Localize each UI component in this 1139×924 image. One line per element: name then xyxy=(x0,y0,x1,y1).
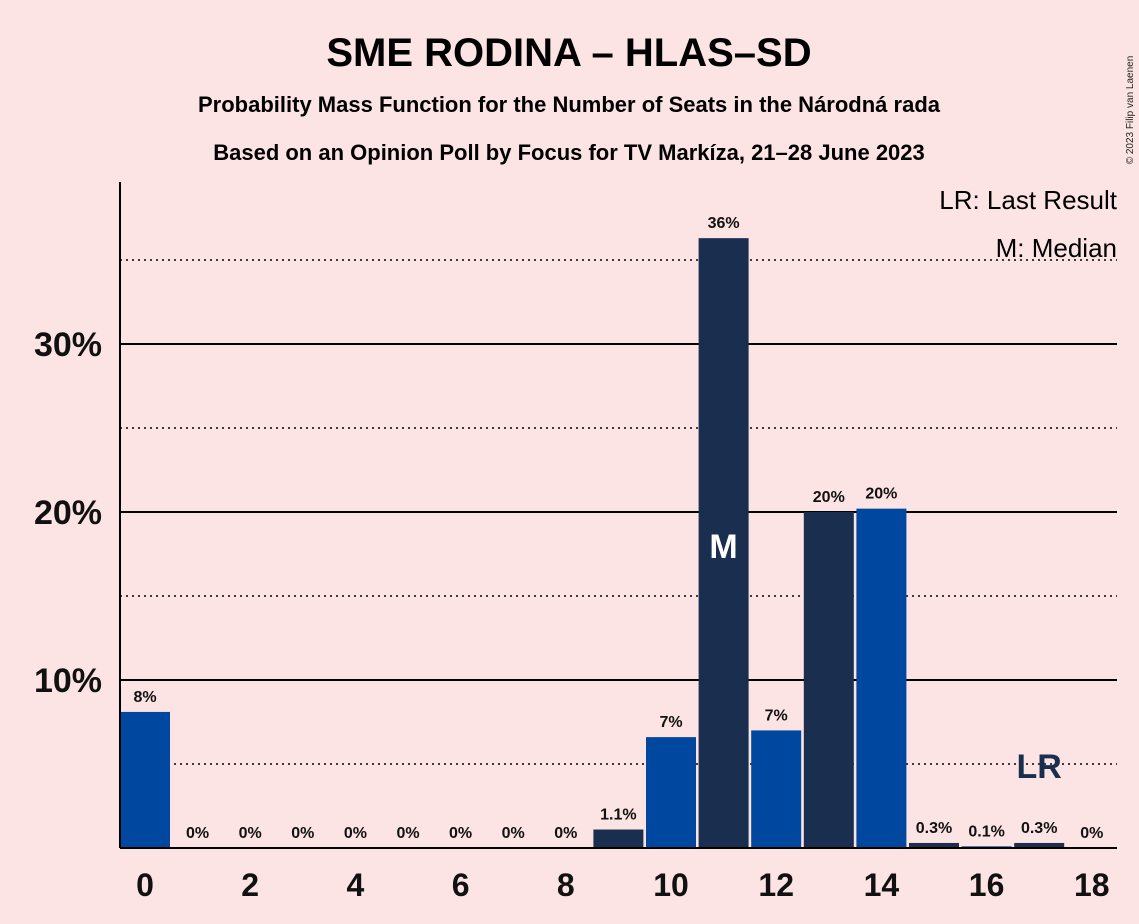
y-tick-label: 20% xyxy=(34,494,102,532)
chart-title: SME RODINA – HLAS–SD xyxy=(326,31,811,75)
chart-subtitle-2: Based on an Opinion Poll by Focus for TV… xyxy=(213,140,925,165)
x-tick-label: 0 xyxy=(136,867,154,903)
y-tick-labels: 10% 20% 30% xyxy=(34,326,102,700)
value-label-seats-18: 0% xyxy=(1080,825,1103,842)
x-tick-label: 14 xyxy=(864,867,900,903)
bar-seats-0 xyxy=(120,711,170,848)
value-label-seats-10: 7% xyxy=(659,714,682,731)
chart-subtitle-1: Probability Mass Function for the Number… xyxy=(198,92,941,117)
bar-seats-9 xyxy=(593,829,644,848)
value-label-seats-14: 20% xyxy=(865,486,897,503)
y-tick-label: 10% xyxy=(34,662,102,700)
x-tick-label: 18 xyxy=(1074,867,1110,903)
y-tick-label: 30% xyxy=(34,326,102,364)
x-tick-label: 4 xyxy=(347,867,365,903)
value-label-seats-8: 0% xyxy=(554,825,577,842)
bar-seats-11 xyxy=(698,238,749,848)
median-marker: M xyxy=(709,528,737,566)
last-result-marker: LR xyxy=(1017,748,1062,786)
legend-median: M: Median xyxy=(996,233,1117,263)
bar-seats-12 xyxy=(751,730,802,848)
value-label-seats-16: 0.1% xyxy=(968,823,1004,840)
value-label-seats-4: 0% xyxy=(344,825,367,842)
value-labels: 8% 0% 0% 0% 0% 0% 0% 0% 0% 1.1% 7% 36% 7% 20% 20% 0.3% 0… xyxy=(133,215,1103,842)
bar-seats-17 xyxy=(1014,842,1065,848)
value-label-seats-5: 0% xyxy=(396,825,419,842)
value-label-seats-1: 0% xyxy=(186,825,209,842)
x-tick-label: 6 xyxy=(452,867,470,903)
x-tick-label: 2 xyxy=(241,867,259,903)
markers: M LR xyxy=(709,528,1061,786)
copyright-notice: © 2023 Filip van Laenen xyxy=(1125,56,1136,165)
value-label-seats-7: 0% xyxy=(502,825,525,842)
axes xyxy=(119,182,1117,849)
bars xyxy=(120,238,1065,848)
bar-seats-14 xyxy=(856,508,907,848)
value-label-seats-9: 1.1% xyxy=(600,807,636,824)
value-label-seats-17: 0.3% xyxy=(1021,820,1057,837)
bar-seats-13 xyxy=(803,512,854,848)
value-label-seats-3: 0% xyxy=(291,825,314,842)
value-label-seats-2: 0% xyxy=(239,825,262,842)
legend-last-result: LR: Last Result xyxy=(939,185,1118,215)
value-label-seats-0: 8% xyxy=(133,689,156,706)
x-tick-label: 16 xyxy=(969,867,1005,903)
value-label-seats-11: 36% xyxy=(708,215,740,232)
x-tick-labels: 0 2 4 6 8 10 12 14 16 18 xyxy=(136,867,1109,903)
bar-seats-10 xyxy=(646,737,696,848)
value-label-seats-12: 7% xyxy=(765,707,788,724)
value-label-seats-15: 0.3% xyxy=(916,820,952,837)
x-tick-label: 12 xyxy=(758,867,794,903)
gridlines xyxy=(120,259,1117,765)
value-label-seats-13: 20% xyxy=(813,489,845,506)
value-label-seats-6: 0% xyxy=(449,825,472,842)
bar-seats-15 xyxy=(909,842,959,848)
x-tick-label: 10 xyxy=(653,867,689,903)
x-tick-label: 8 xyxy=(557,867,575,903)
